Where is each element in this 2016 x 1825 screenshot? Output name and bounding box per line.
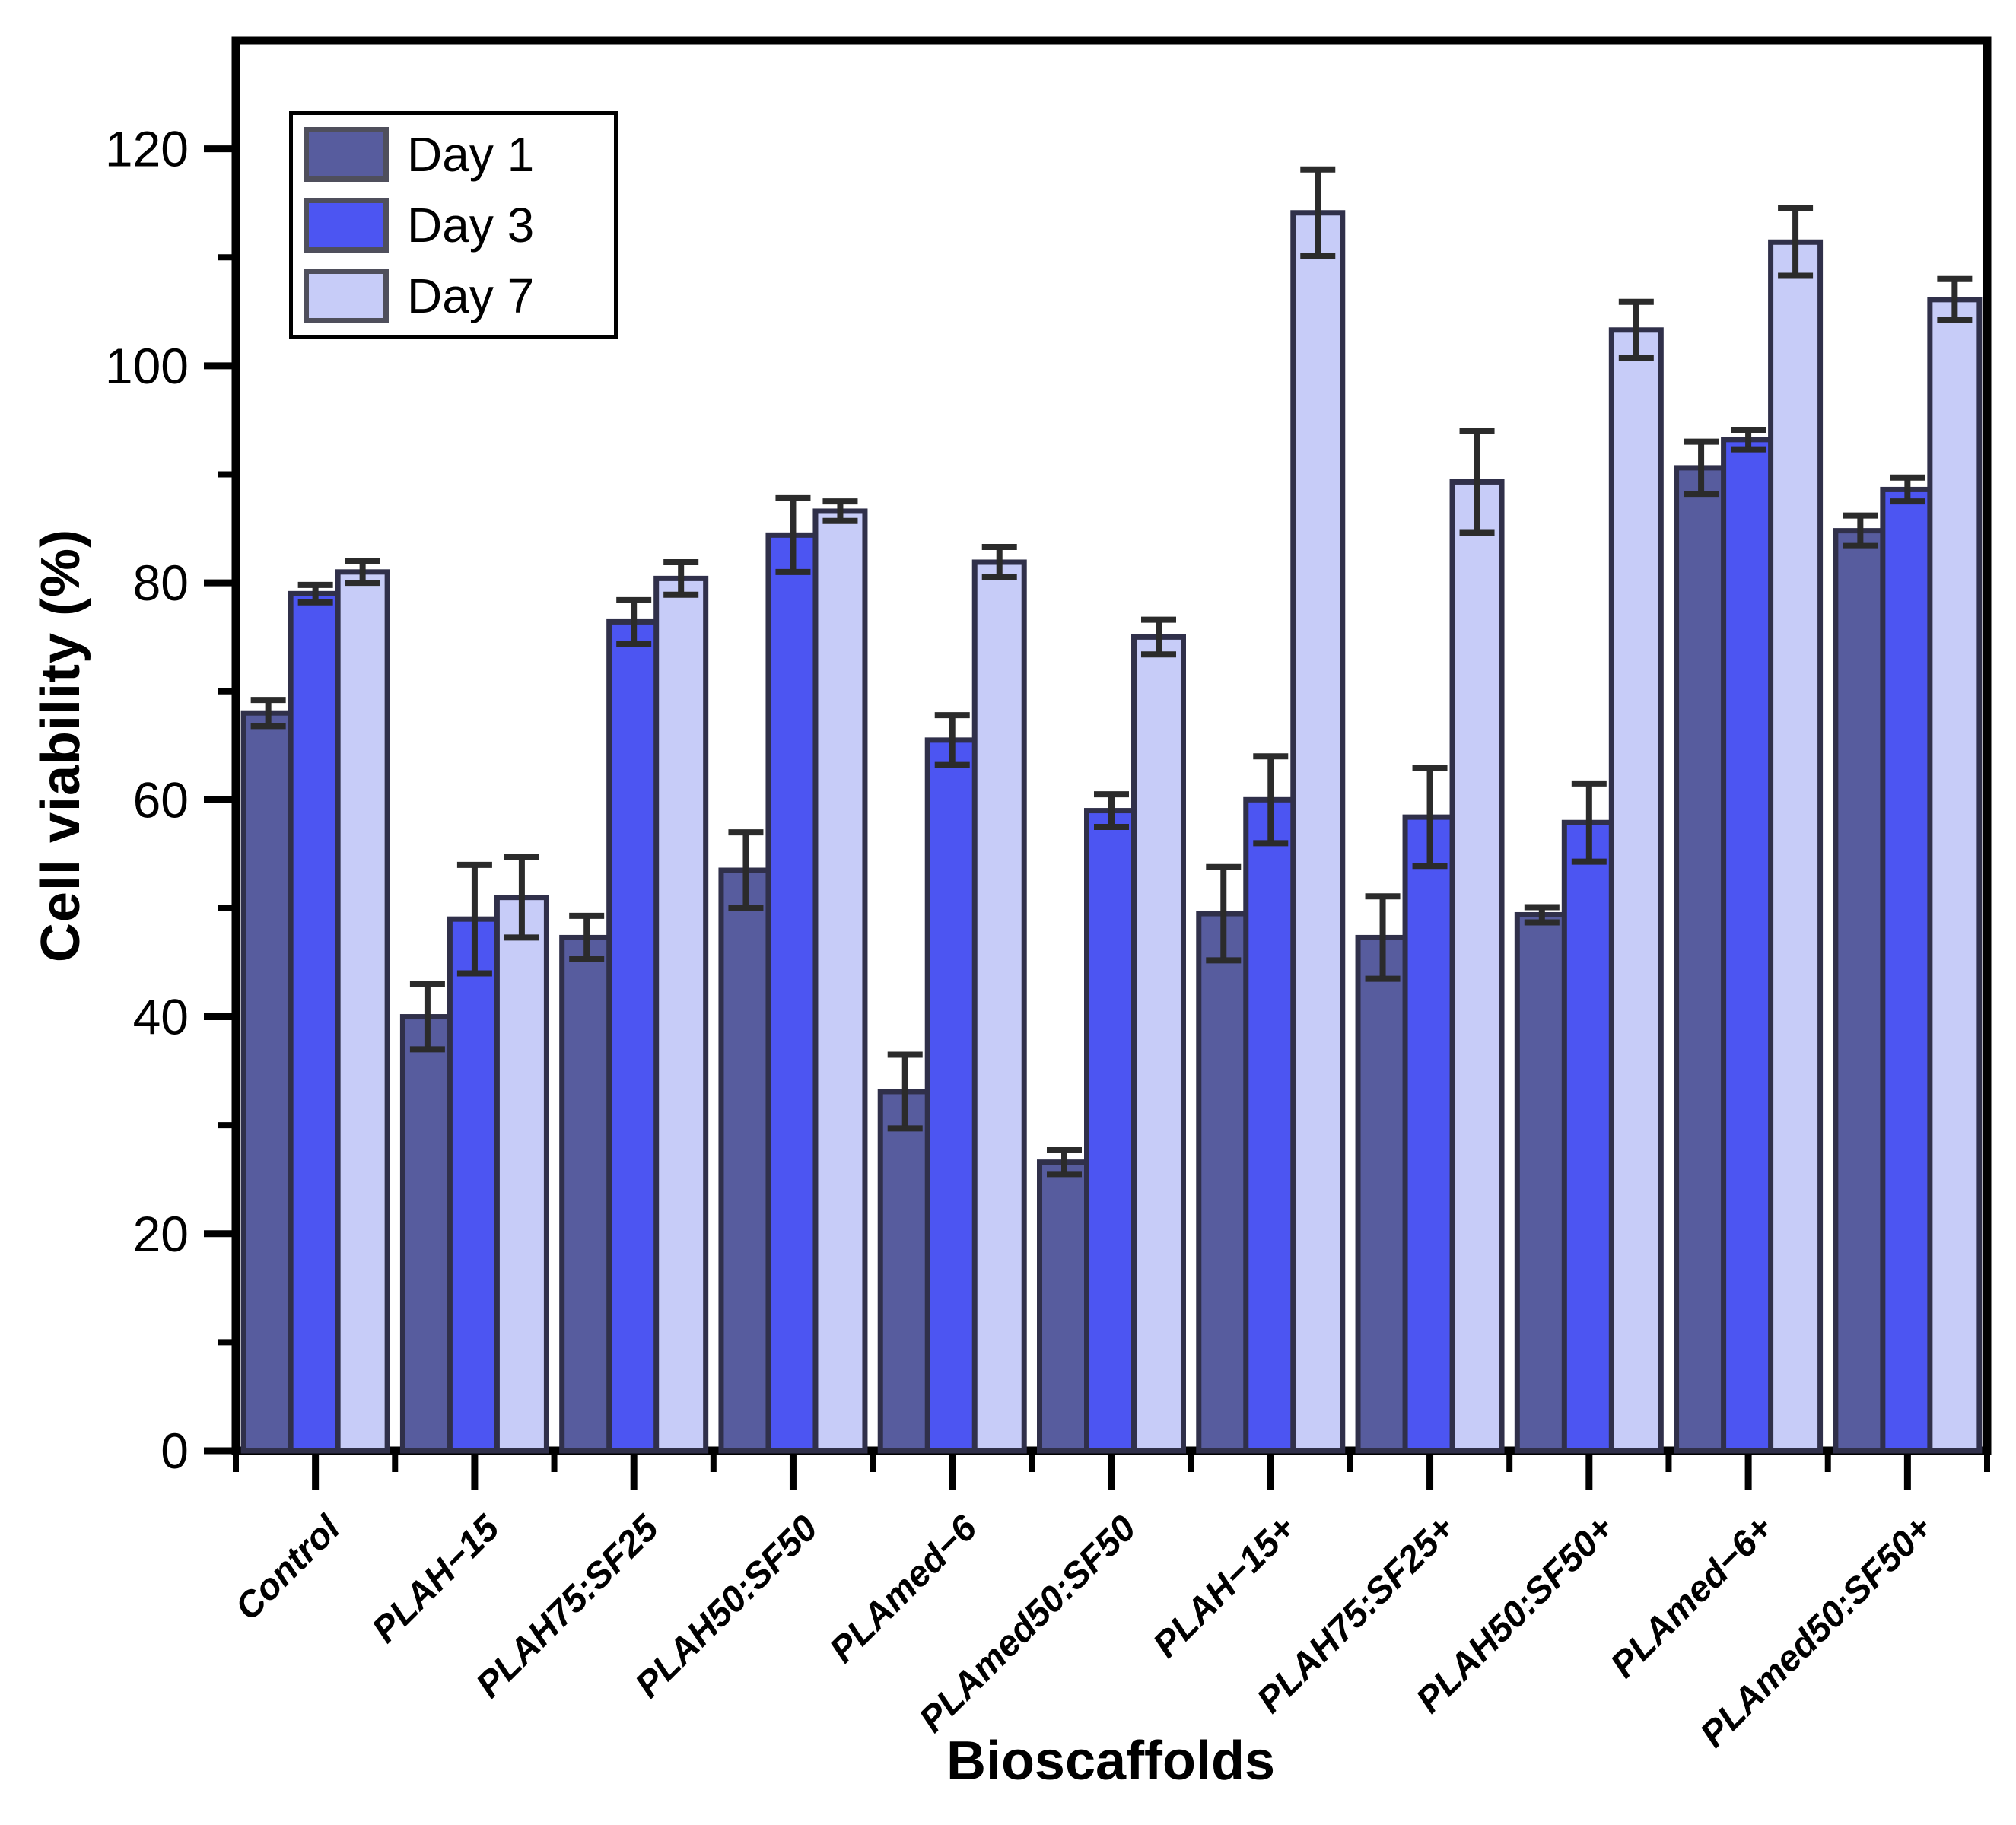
y-tick-label: 120 [105, 121, 189, 177]
bar-day-3-Control [288, 590, 343, 1454]
bar-day-1-PLAH75:SF25+ [1355, 934, 1410, 1454]
bar-day-7-Control [335, 569, 390, 1454]
bar-day-1-PLAH−15+ [1196, 911, 1251, 1454]
legend-swatch-day-7 [304, 268, 389, 323]
legend-swatch-day-3 [304, 197, 389, 253]
legend-label-day-7: Day 7 [407, 268, 535, 323]
bar-day-3-PLAmed−6+ [1721, 437, 1776, 1454]
bar-day-1-PLAmed−6 [877, 1089, 933, 1454]
y-tick-label: 100 [105, 338, 189, 394]
bar-day-3-PLAH75:SF25 [606, 618, 662, 1454]
x-axis-title: Bioscaffolds [946, 1731, 1276, 1792]
bar-day-7-PLAH75:SF25+ [1449, 479, 1505, 1454]
bar-day-7-PLAmed50:SF50 [1131, 634, 1186, 1454]
bar-day-3-PLAH−15+ [1243, 796, 1299, 1454]
bar-day-7-PLAH50:SF50+ [1608, 327, 1664, 1454]
bar-day-1-PLAH50:SF50+ [1514, 911, 1569, 1454]
bar-day-3-PLAH50:SF50+ [1561, 819, 1617, 1454]
bar-day-7-PLAmed50:SF50+ [1927, 297, 1983, 1454]
legend-item-day-1: Day 1 [304, 127, 603, 183]
bar-day-7-PLAH75:SF25 [653, 575, 709, 1454]
bar-day-1-PLAmed−6+ [1674, 465, 1729, 1454]
bar-day-1-PLAmed50:SF50+ [1833, 528, 1888, 1454]
bar-day-3-PLAH75:SF25+ [1402, 814, 1458, 1454]
y-tick-label: 0 [161, 1423, 189, 1479]
y-tick-label: 60 [133, 771, 189, 828]
bar-day-1-PLAH50:SF50 [718, 867, 774, 1454]
legend-item-day-7: Day 7 [304, 268, 603, 323]
x-category-label-1: Control [227, 1507, 348, 1628]
y-tick-label: 20 [133, 1206, 189, 1262]
x-category-label-2: PLAH−15 [364, 1507, 507, 1650]
bar-day-7-PLAmed−6+ [1768, 239, 1824, 1454]
bar-day-7-PLAmed−6 [971, 559, 1027, 1454]
legend-swatch-day-1 [304, 127, 389, 183]
bar-day-7-PLAH50:SF50 [812, 508, 868, 1454]
bar-day-3-PLAH50:SF50 [765, 532, 821, 1454]
legend: Day 1 Day 3 Day 7 [289, 111, 618, 339]
bar-day-7-PLAH−15 [494, 895, 549, 1454]
y-tick-label: 80 [133, 555, 189, 611]
bar-day-1-PLAH75:SF25 [559, 934, 615, 1454]
y-axis-title: Cell viability (%) [30, 528, 91, 963]
bar-day-3-PLAH−15 [447, 916, 502, 1454]
legend-item-day-3: Day 3 [304, 197, 603, 253]
x-category-label-10: PLAmed−6+ [1603, 1508, 1781, 1686]
bar-day-1-PLAmed50:SF50 [1037, 1159, 1092, 1454]
bar-day-3-PLAmed50:SF50 [1084, 808, 1139, 1454]
bar-day-3-PLAmed50:SF50+ [1880, 486, 1935, 1454]
bar-day-3-PLAmed−6 [924, 737, 980, 1454]
x-category-label-5: PLAmed−6 [822, 1508, 985, 1671]
legend-label-day-3: Day 3 [407, 197, 535, 253]
legend-label-day-1: Day 1 [407, 127, 535, 183]
y-tick-label: 40 [133, 989, 189, 1045]
bar-day-7-PLAH−15+ [1290, 210, 1346, 1454]
x-category-label-7: PLAH−15+ [1146, 1508, 1303, 1665]
bar-day-1-Control [240, 710, 296, 1454]
bar-day-1-PLAH−15 [399, 1014, 455, 1454]
